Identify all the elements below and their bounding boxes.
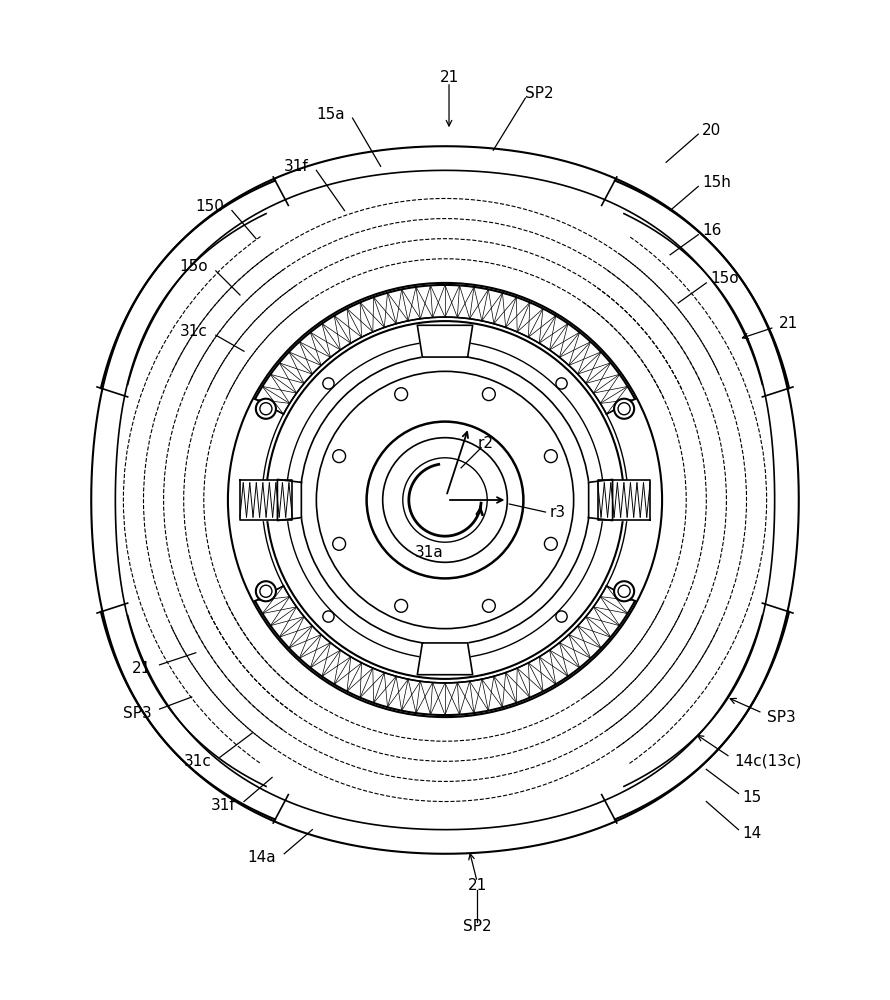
Text: 15o: 15o	[179, 259, 207, 274]
Text: 21: 21	[133, 661, 151, 676]
Text: 31f: 31f	[211, 798, 236, 813]
Text: 14: 14	[742, 826, 762, 841]
Circle shape	[255, 399, 276, 419]
Text: SP3: SP3	[123, 706, 151, 721]
Text: 14a: 14a	[247, 850, 276, 865]
Polygon shape	[417, 325, 473, 357]
Text: r3: r3	[549, 505, 566, 520]
Circle shape	[255, 581, 276, 601]
Text: 15: 15	[742, 790, 762, 805]
Text: 20: 20	[702, 123, 722, 138]
Text: 15a: 15a	[316, 107, 344, 122]
Text: 31c: 31c	[184, 754, 212, 769]
Text: 31c: 31c	[180, 324, 207, 339]
Circle shape	[614, 399, 635, 419]
Text: 21: 21	[440, 70, 458, 85]
Polygon shape	[278, 479, 302, 521]
Text: SP2: SP2	[525, 86, 554, 101]
Text: 16: 16	[702, 223, 722, 238]
Circle shape	[614, 581, 635, 601]
Polygon shape	[598, 480, 650, 520]
Polygon shape	[255, 586, 635, 715]
Text: SP2: SP2	[463, 919, 491, 934]
Polygon shape	[417, 643, 473, 675]
Polygon shape	[240, 480, 292, 520]
Text: 31f: 31f	[284, 159, 308, 174]
Text: SP3: SP3	[766, 710, 796, 725]
Polygon shape	[588, 479, 612, 521]
Polygon shape	[255, 285, 635, 414]
Text: 31a: 31a	[415, 545, 443, 560]
Text: 14c(13c): 14c(13c)	[734, 754, 802, 769]
Text: 15o: 15o	[710, 271, 739, 286]
Text: 21: 21	[779, 316, 798, 331]
Text: 21: 21	[467, 878, 487, 893]
Text: r2: r2	[477, 436, 493, 451]
Text: 15h: 15h	[702, 175, 732, 190]
Text: 150: 150	[195, 199, 224, 214]
